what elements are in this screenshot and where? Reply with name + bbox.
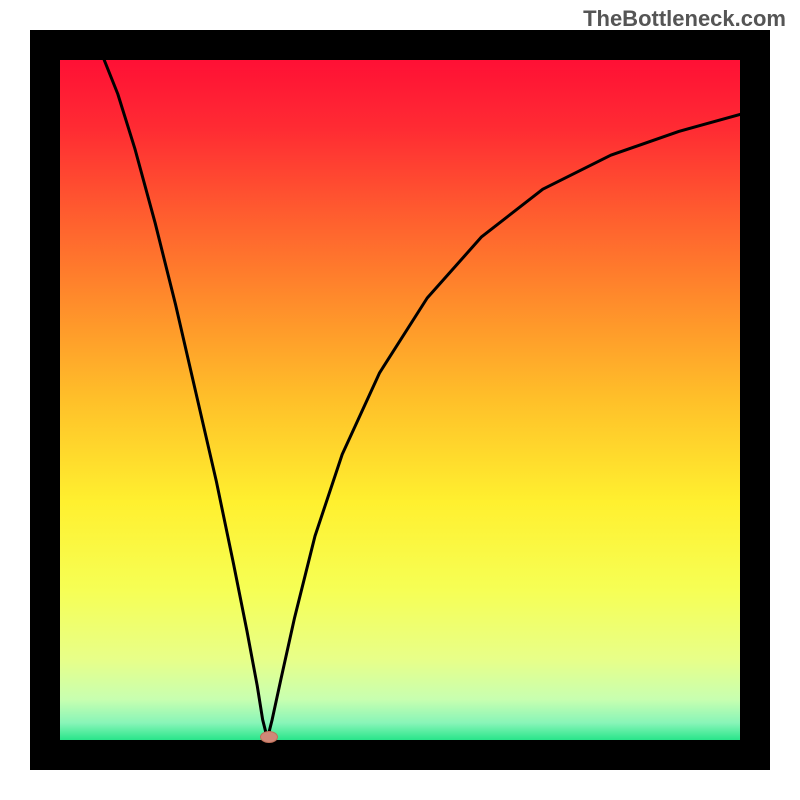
watermark-text: TheBottleneck.com [583, 6, 786, 32]
sweet-spot-marker [260, 731, 278, 743]
chart-frame: TheBottleneck.com [0, 0, 800, 800]
gradient-background [30, 30, 770, 770]
